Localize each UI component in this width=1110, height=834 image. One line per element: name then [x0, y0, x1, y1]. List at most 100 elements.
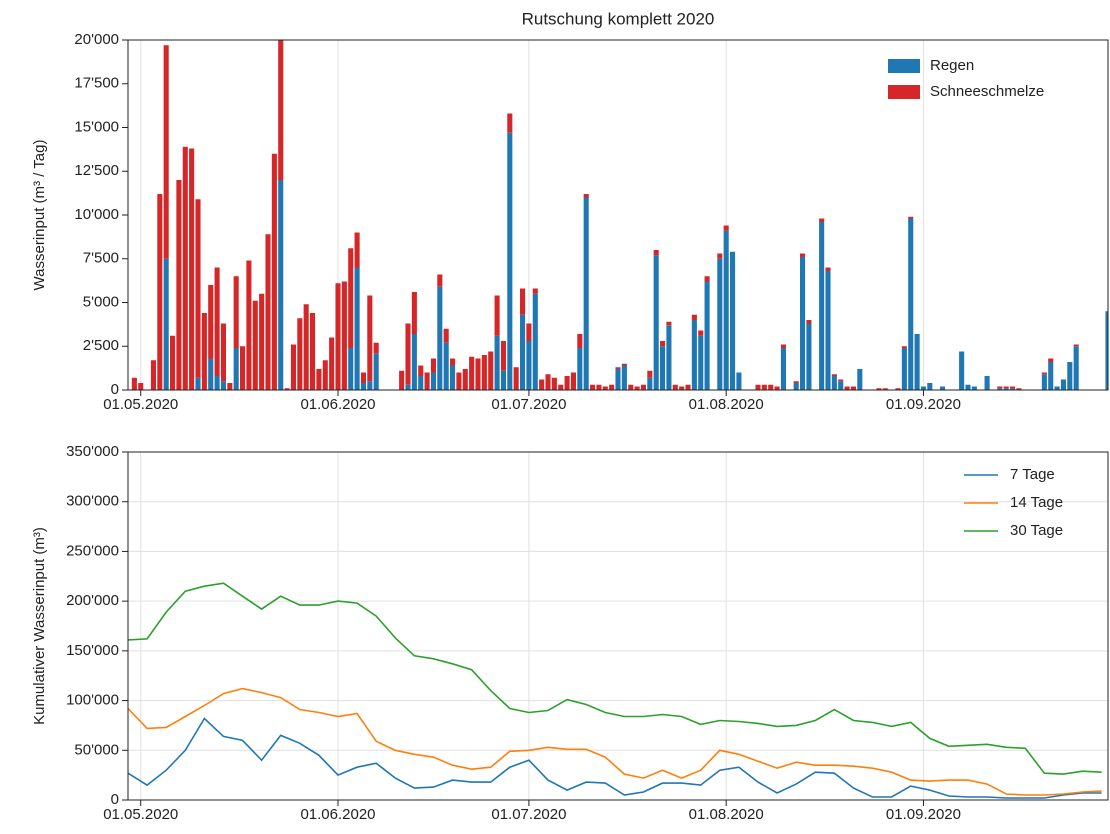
- bar: [271, 153, 277, 390]
- legend-label: Schneeschmelze: [930, 83, 1044, 100]
- bar: [545, 374, 551, 390]
- x-tick-label: 01.07.2020: [491, 396, 566, 413]
- bar: [621, 363, 627, 366]
- bar: [558, 384, 564, 390]
- y-axis-label: Kumulativer Wasserinput (m³): [31, 527, 48, 725]
- bar: [660, 346, 666, 390]
- y-tick-label: 350'000: [66, 443, 119, 460]
- bar: [577, 334, 583, 348]
- bar: [914, 334, 920, 390]
- bar: [233, 276, 239, 348]
- bar: [901, 348, 907, 390]
- bar: [717, 258, 723, 390]
- bar: [310, 313, 316, 390]
- bar: [469, 356, 475, 390]
- bar: [819, 218, 825, 222]
- bar: [621, 365, 627, 390]
- bar: [208, 358, 214, 390]
- bar: [590, 384, 596, 390]
- legend-swatch: [888, 85, 920, 99]
- bar: [901, 346, 907, 348]
- bar: [430, 372, 436, 390]
- bar: [163, 45, 169, 259]
- bar: [456, 372, 462, 390]
- y-tick-label: 15'000: [74, 118, 119, 135]
- bar: [450, 358, 456, 366]
- bar: [507, 132, 513, 390]
- bar: [214, 267, 220, 376]
- legend-swatch: [888, 59, 920, 73]
- bar: [940, 386, 946, 390]
- bar: [965, 384, 971, 390]
- bar: [647, 370, 653, 378]
- bar: [927, 383, 933, 390]
- bar: [1003, 386, 1009, 389]
- bar: [335, 283, 341, 390]
- y-tick-label: 5'000: [83, 293, 119, 310]
- bar: [443, 328, 449, 343]
- bar: [800, 253, 806, 257]
- bar: [526, 341, 532, 390]
- bar: [513, 367, 519, 390]
- bar: [494, 295, 500, 336]
- bar: [532, 288, 538, 294]
- bar: [825, 271, 831, 390]
- x-tick-label: 01.08.2020: [689, 806, 764, 823]
- bar: [1041, 374, 1047, 390]
- axes-frame: [127, 451, 1109, 801]
- bar: [831, 376, 837, 390]
- y-tick-label: 200'000: [66, 592, 119, 609]
- y-tick-label: 0: [111, 791, 119, 808]
- plot-area: [128, 582, 1102, 799]
- bar: [520, 314, 526, 390]
- bar: [583, 194, 589, 198]
- bar: [450, 365, 456, 390]
- bar: [653, 255, 659, 390]
- bar: [1048, 358, 1054, 362]
- bar: [984, 376, 990, 390]
- bar: [850, 386, 856, 390]
- x-tick-label: 01.07.2020: [491, 806, 566, 823]
- bar: [959, 351, 965, 390]
- bar: [660, 341, 666, 347]
- bar: [494, 335, 500, 390]
- bar: [176, 180, 182, 390]
- bar: [252, 300, 258, 390]
- bar: [819, 222, 825, 390]
- bar: [768, 384, 774, 390]
- bar: [284, 388, 290, 390]
- y-tick-label: 0: [111, 381, 119, 398]
- bar: [730, 251, 736, 390]
- bar: [615, 367, 621, 369]
- y-tick-label: 2'500: [83, 337, 119, 354]
- bar: [596, 384, 602, 390]
- bar: [227, 383, 233, 390]
- y-tick-label: 50'000: [74, 741, 119, 758]
- bar: [609, 384, 615, 390]
- bar: [570, 372, 576, 390]
- x-tick-label: 01.06.2020: [300, 806, 375, 823]
- line-series: [128, 582, 1102, 775]
- bar: [698, 330, 704, 336]
- bar: [564, 376, 570, 390]
- y-tick-label: 17'500: [74, 75, 119, 92]
- bar: [138, 383, 144, 390]
- bar: [240, 346, 246, 390]
- bar: [220, 323, 226, 382]
- bar: [481, 355, 487, 390]
- bar: [997, 388, 1003, 390]
- bar: [367, 381, 373, 390]
- x-tick-label: 01.09.2020: [886, 806, 961, 823]
- y-tick-label: 300'000: [66, 493, 119, 510]
- plot-area: [131, 40, 1108, 390]
- bar: [882, 388, 888, 390]
- line-series: [128, 687, 1102, 796]
- bar: [475, 358, 481, 390]
- bar: [793, 381, 799, 383]
- bar: [647, 377, 653, 390]
- bar: [704, 281, 710, 390]
- bar: [430, 358, 436, 373]
- bar: [500, 341, 506, 371]
- bar: [163, 258, 169, 390]
- bar: [265, 234, 271, 390]
